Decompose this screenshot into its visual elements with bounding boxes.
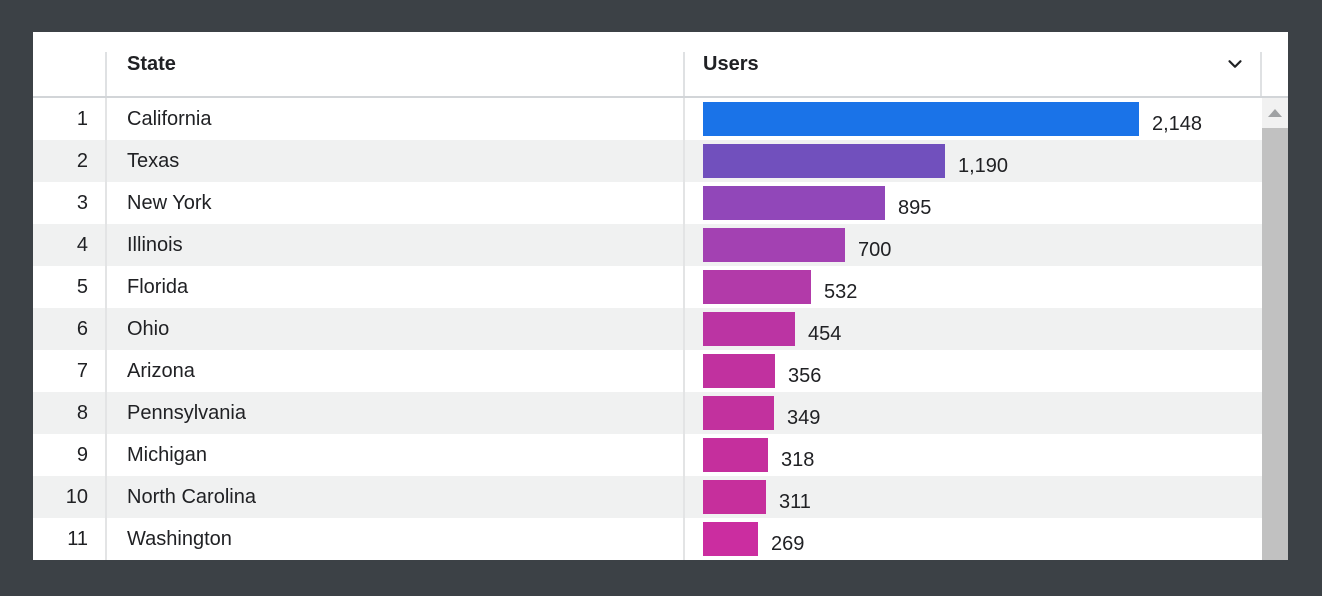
table-row[interactable]: 6 Ohio 454: [33, 308, 1288, 350]
row-users-cell: 318: [683, 434, 1288, 476]
header-cell-users: Users: [683, 32, 1262, 96]
row-state-label: Texas: [105, 140, 683, 182]
row-rank: 3: [76, 191, 88, 214]
table-row[interactable]: 9 Michigan 318: [33, 434, 1288, 476]
users-value: 700: [858, 238, 892, 261]
table-rows: 1 California 2,148 2 Texas 1,190 3 New York 895 4…: [33, 98, 1288, 560]
users-bar: [703, 396, 774, 430]
users-bar: [703, 228, 845, 262]
chevron-down-icon[interactable]: [1224, 53, 1246, 75]
users-bar: [703, 186, 885, 220]
users-by-state-table-widget: State Users 1 California 2,148 2 Texas 1,190 3…: [33, 32, 1288, 560]
users-value: 356: [788, 364, 822, 387]
row-state-label: New York: [105, 182, 683, 224]
row-rank: 2: [76, 149, 88, 172]
row-state-label: Washington: [105, 518, 683, 560]
row-users-cell: 532: [683, 266, 1288, 308]
users-bar: [703, 102, 1139, 136]
row-state-label: Florida: [105, 266, 683, 308]
row-state-label: Illinois: [105, 224, 683, 266]
users-value: 349: [787, 406, 821, 429]
users-value: 2,148: [1152, 112, 1203, 135]
row-state-label: Michigan: [105, 434, 683, 476]
row-users-cell: 311: [683, 476, 1288, 518]
row-state-label: Arizona: [105, 350, 683, 392]
users-value: 532: [824, 280, 858, 303]
table-row[interactable]: 4 Illinois 700: [33, 224, 1288, 266]
users-bar: [703, 312, 795, 346]
users-value: 318: [781, 448, 815, 471]
users-value: 269: [771, 532, 805, 555]
table-row[interactable]: 11 Washington 269: [33, 518, 1288, 560]
row-rank: 6: [76, 317, 88, 340]
header-scrollbar-spacer: [1262, 32, 1288, 96]
header-cell-rank: [33, 32, 105, 96]
users-value: 454: [808, 322, 842, 345]
row-state-label: California: [105, 98, 683, 140]
users-bar: [703, 270, 811, 304]
row-users-cell: 356: [683, 350, 1288, 392]
state-column-header: State: [127, 52, 176, 75]
row-state-label: Pennsylvania: [105, 392, 683, 434]
table-row[interactable]: 3 New York 895: [33, 182, 1288, 224]
users-bar: [703, 354, 775, 388]
row-rank: 5: [76, 275, 88, 298]
row-state-label: Ohio: [105, 308, 683, 350]
row-rank: 4: [76, 233, 88, 256]
users-value: 895: [898, 196, 932, 219]
row-users-cell: 349: [683, 392, 1288, 434]
users-bar: [703, 144, 945, 178]
header-cell-state: State: [105, 32, 683, 96]
row-rank: 8: [76, 401, 88, 424]
row-users-cell: 2,148: [683, 98, 1288, 140]
vertical-scrollbar[interactable]: [1262, 98, 1288, 560]
row-rank: 11: [67, 527, 88, 550]
row-rank: 1: [76, 107, 88, 130]
table-row[interactable]: 2 Texas 1,190: [33, 140, 1288, 182]
users-value: 311: [779, 490, 811, 513]
users-bar: [703, 480, 766, 514]
row-users-cell: 1,190: [683, 140, 1288, 182]
row-rank: 10: [65, 485, 88, 508]
table-row[interactable]: 7 Arizona 356: [33, 350, 1288, 392]
users-value: 1,190: [958, 154, 1009, 177]
table-row[interactable]: 8 Pennsylvania 349: [33, 392, 1288, 434]
row-state-label: North Carolina: [105, 476, 683, 518]
table-row[interactable]: 1 California 2,148: [33, 98, 1288, 140]
table-row[interactable]: 5 Florida 532: [33, 266, 1288, 308]
row-users-cell: 269: [683, 518, 1288, 560]
row-rank: 7: [76, 359, 88, 382]
users-bar: [703, 522, 758, 556]
users-bar: [703, 438, 768, 472]
users-column-header: Users: [703, 52, 759, 75]
triangle-up-icon: [1268, 109, 1282, 117]
scroll-up-button[interactable]: [1262, 98, 1288, 128]
row-rank: 9: [76, 443, 88, 466]
table-header-row: State Users: [33, 32, 1288, 98]
table-row[interactable]: 10 North Carolina 311: [33, 476, 1288, 518]
row-users-cell: 454: [683, 308, 1288, 350]
row-users-cell: 895: [683, 182, 1288, 224]
row-users-cell: 700: [683, 224, 1288, 266]
scrollbar-thumb[interactable]: [1262, 128, 1288, 560]
